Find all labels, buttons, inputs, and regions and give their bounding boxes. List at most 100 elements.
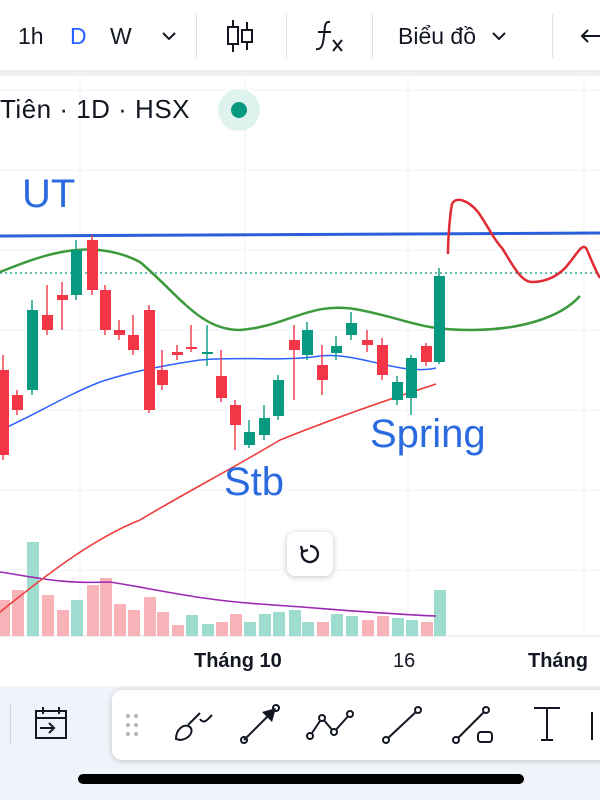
time-axis-label: 16 — [393, 650, 416, 672]
candle — [392, 382, 403, 400]
volume-bar — [128, 610, 140, 636]
volume-bar — [144, 597, 156, 636]
chart-menu-button[interactable]: Biểu đồ — [398, 18, 508, 54]
candlestick-icon[interactable] — [224, 18, 256, 54]
price-chart[interactable] — [0, 76, 600, 684]
volume-bar — [317, 622, 329, 636]
volume-bar — [302, 622, 314, 636]
candle — [144, 310, 155, 410]
candle — [128, 335, 139, 350]
interval-d-button[interactable]: D — [70, 22, 87, 49]
candle — [331, 346, 342, 353]
candle — [100, 290, 111, 330]
chart-menu-label: Biểu đồ — [398, 22, 477, 49]
toolbar-shadow — [0, 70, 600, 76]
volume-bar — [331, 614, 343, 636]
reset-view-icon — [299, 544, 320, 564]
green-curve — [0, 248, 581, 332]
fx-icon[interactable] — [312, 18, 346, 54]
candle — [202, 352, 213, 354]
candle — [216, 376, 227, 398]
drag-handle-icon[interactable] — [124, 712, 140, 743]
volume-bar — [244, 622, 256, 636]
candle — [377, 345, 388, 375]
time-axis-label: Tháng — [528, 650, 588, 672]
calendar-goto-icon[interactable] — [32, 704, 70, 747]
candle — [87, 240, 98, 290]
arrow-tool-icon[interactable] — [238, 704, 282, 751]
volume-bar — [273, 612, 285, 636]
volume-bar — [0, 600, 10, 636]
volume-bar — [100, 578, 112, 636]
toolbar-divider — [196, 14, 197, 58]
reset-view-button[interactable] — [287, 532, 333, 576]
annotation-ut: UT — [22, 172, 76, 216]
candle — [317, 365, 328, 380]
trend-line-icon[interactable] — [380, 704, 424, 751]
candle — [27, 310, 38, 390]
candle — [230, 405, 241, 425]
volume-bar — [172, 625, 184, 636]
ma-blue-line — [0, 354, 437, 431]
more-tools-icon[interactable] — [588, 708, 600, 749]
candle — [421, 346, 432, 362]
volume-bar — [421, 622, 433, 636]
drawing-tools-panel — [112, 690, 600, 760]
brush-icon[interactable] — [170, 705, 214, 750]
toolbar-divider — [286, 14, 287, 58]
volume-bar — [186, 615, 198, 636]
candle — [0, 370, 9, 455]
candle — [114, 330, 125, 335]
symbol-title: Tiên · 1D · HSX — [0, 94, 191, 124]
volume-bar — [377, 616, 389, 636]
top-toolbar: 1h D W Biểu đồ — [0, 0, 600, 72]
candle — [186, 347, 197, 349]
volume-bar — [406, 620, 418, 636]
red-freehand-curve — [446, 198, 600, 284]
volume-bar — [362, 620, 374, 636]
toolbar-divider — [552, 14, 553, 58]
annotation-spring: Spring — [370, 412, 486, 456]
interval-1h-button[interactable]: 1h — [18, 22, 44, 49]
toolbar-divider — [372, 14, 373, 58]
volume-bar — [157, 612, 169, 636]
volume-bar — [12, 590, 24, 636]
candles — [0, 235, 445, 460]
candle — [71, 250, 82, 295]
chevron-down-icon[interactable] — [160, 18, 178, 54]
candle — [406, 358, 417, 398]
volume-bar — [27, 542, 39, 636]
volume-bars — [0, 542, 446, 636]
volume-bar — [392, 618, 404, 636]
volume-bar — [202, 624, 214, 636]
candle — [157, 370, 168, 385]
volume-bar — [346, 616, 358, 636]
candle — [273, 380, 284, 416]
candle — [259, 418, 270, 435]
volume-ma-line — [0, 571, 437, 617]
bottom-divider — [10, 704, 11, 744]
candle — [244, 432, 255, 445]
volume-bar — [57, 610, 69, 636]
time-axis-label: Tháng 10 — [194, 650, 282, 672]
market-status-indicator — [218, 89, 260, 131]
volume-bar — [114, 604, 126, 636]
candle — [434, 276, 445, 362]
candle — [346, 323, 357, 335]
ray-tool-icon[interactable] — [450, 704, 496, 751]
volume-bar — [42, 595, 54, 636]
path-tool-icon[interactable] — [306, 708, 354, 747]
volume-bar — [87, 585, 99, 636]
volume-bar — [216, 622, 228, 636]
volume-bar — [434, 590, 446, 636]
ma-red-line — [0, 383, 437, 613]
text-tool-icon[interactable] — [530, 702, 564, 751]
undo-icon[interactable] — [578, 18, 600, 54]
chevron-down-icon — [492, 32, 506, 41]
volume-bar — [259, 614, 271, 636]
volume-bar — [230, 614, 242, 636]
home-indicator — [78, 774, 524, 784]
candle — [362, 340, 373, 345]
interval-w-button[interactable]: W — [110, 22, 132, 49]
candle — [289, 340, 300, 350]
